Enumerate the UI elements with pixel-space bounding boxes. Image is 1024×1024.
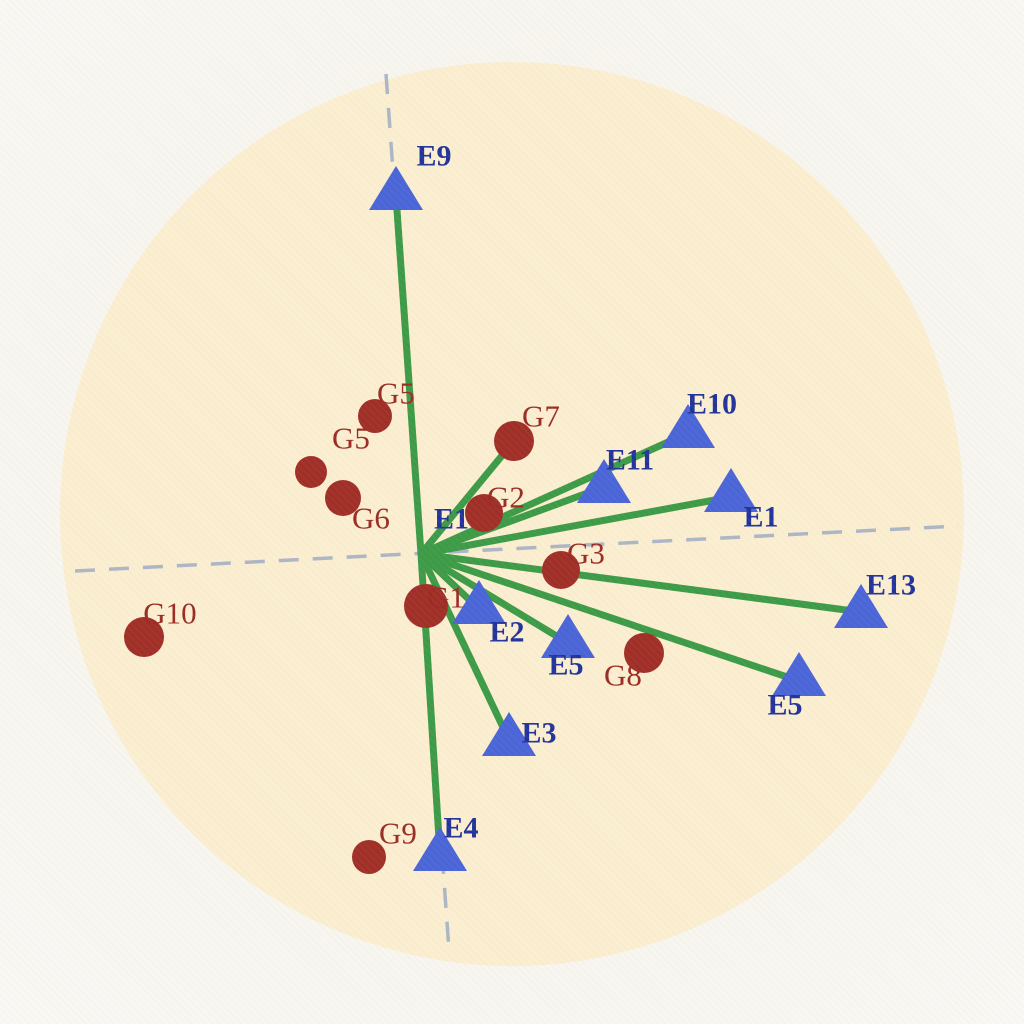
environment-label-e2-6: E2 (489, 616, 524, 649)
genotype-marker-g6-2 (325, 480, 361, 516)
vector-G7 (417, 437, 518, 558)
genotype-label-g3-5: G3 (567, 536, 605, 571)
environment-marker-e10-1 (661, 404, 715, 448)
genotype-label-g9-9: G9 (379, 816, 417, 851)
genotype-label-g7-3: G7 (522, 399, 560, 434)
genotype-marker-g2-4 (465, 494, 503, 532)
environment-label-e1-3: E1 (743, 501, 778, 534)
environment-label-e5-7: E5 (548, 649, 583, 682)
environment-marker-e3-9 (482, 712, 536, 756)
vector-E5-mid (417, 550, 572, 647)
environment-marker-e4-10 (413, 827, 467, 871)
genotype-marker-g1-6 (404, 584, 448, 628)
genotype-marker-g5-0 (358, 399, 392, 433)
genotype-marker-g9-9 (352, 840, 386, 874)
environment-label-e13-4: E13 (866, 569, 916, 602)
vector-E5-right (417, 550, 803, 685)
environment-marker-e5-7 (541, 614, 595, 658)
genotype-marker-g7-3 (494, 421, 534, 461)
environment-label-e5-8: E5 (767, 689, 802, 722)
vector-E3 (417, 550, 513, 744)
environment-label-e4-10: E4 (443, 812, 478, 845)
vector-E1 (417, 493, 735, 558)
genotype-marker-g5-1 (295, 456, 327, 488)
environment-marker-e9-0 (369, 166, 423, 210)
genotype-label-g10-7: G10 (143, 596, 196, 631)
environment-marker-e5-8 (772, 652, 826, 696)
genotype-label-g2-4: G2 (487, 480, 525, 515)
environment-label-e10-1: E10 (687, 388, 737, 421)
genotype-label-g6-2: G6 (352, 501, 390, 536)
genotype-label-g1-6: G1 (427, 580, 465, 615)
environment-marker-e2-6 (452, 580, 506, 624)
genotype-marker-g10-7 (124, 617, 164, 657)
vector-E10 (417, 429, 692, 558)
environment-marker-e13-4 (834, 584, 888, 628)
vector-E13 (417, 550, 865, 616)
environment-marker-e11-2 (577, 459, 631, 503)
environment-label-e3-9: E3 (521, 717, 556, 750)
environment-label-e9-0: E9 (416, 140, 451, 173)
genotype-label-g5-1: G5 (332, 421, 370, 456)
genotype-marker-g8-8 (624, 633, 664, 673)
environment-marker-e1-3 (704, 468, 758, 512)
genotype-marker-g3-5 (542, 551, 580, 589)
vector-E11 (417, 483, 608, 558)
environment-label-e11-2: E11 (606, 444, 654, 477)
axis-horizontal (74, 524, 959, 573)
vector-E9 (392, 192, 425, 558)
genotype-label-g5-0: G5 (377, 376, 415, 411)
genotype-label-g8-8: G8 (604, 658, 642, 693)
